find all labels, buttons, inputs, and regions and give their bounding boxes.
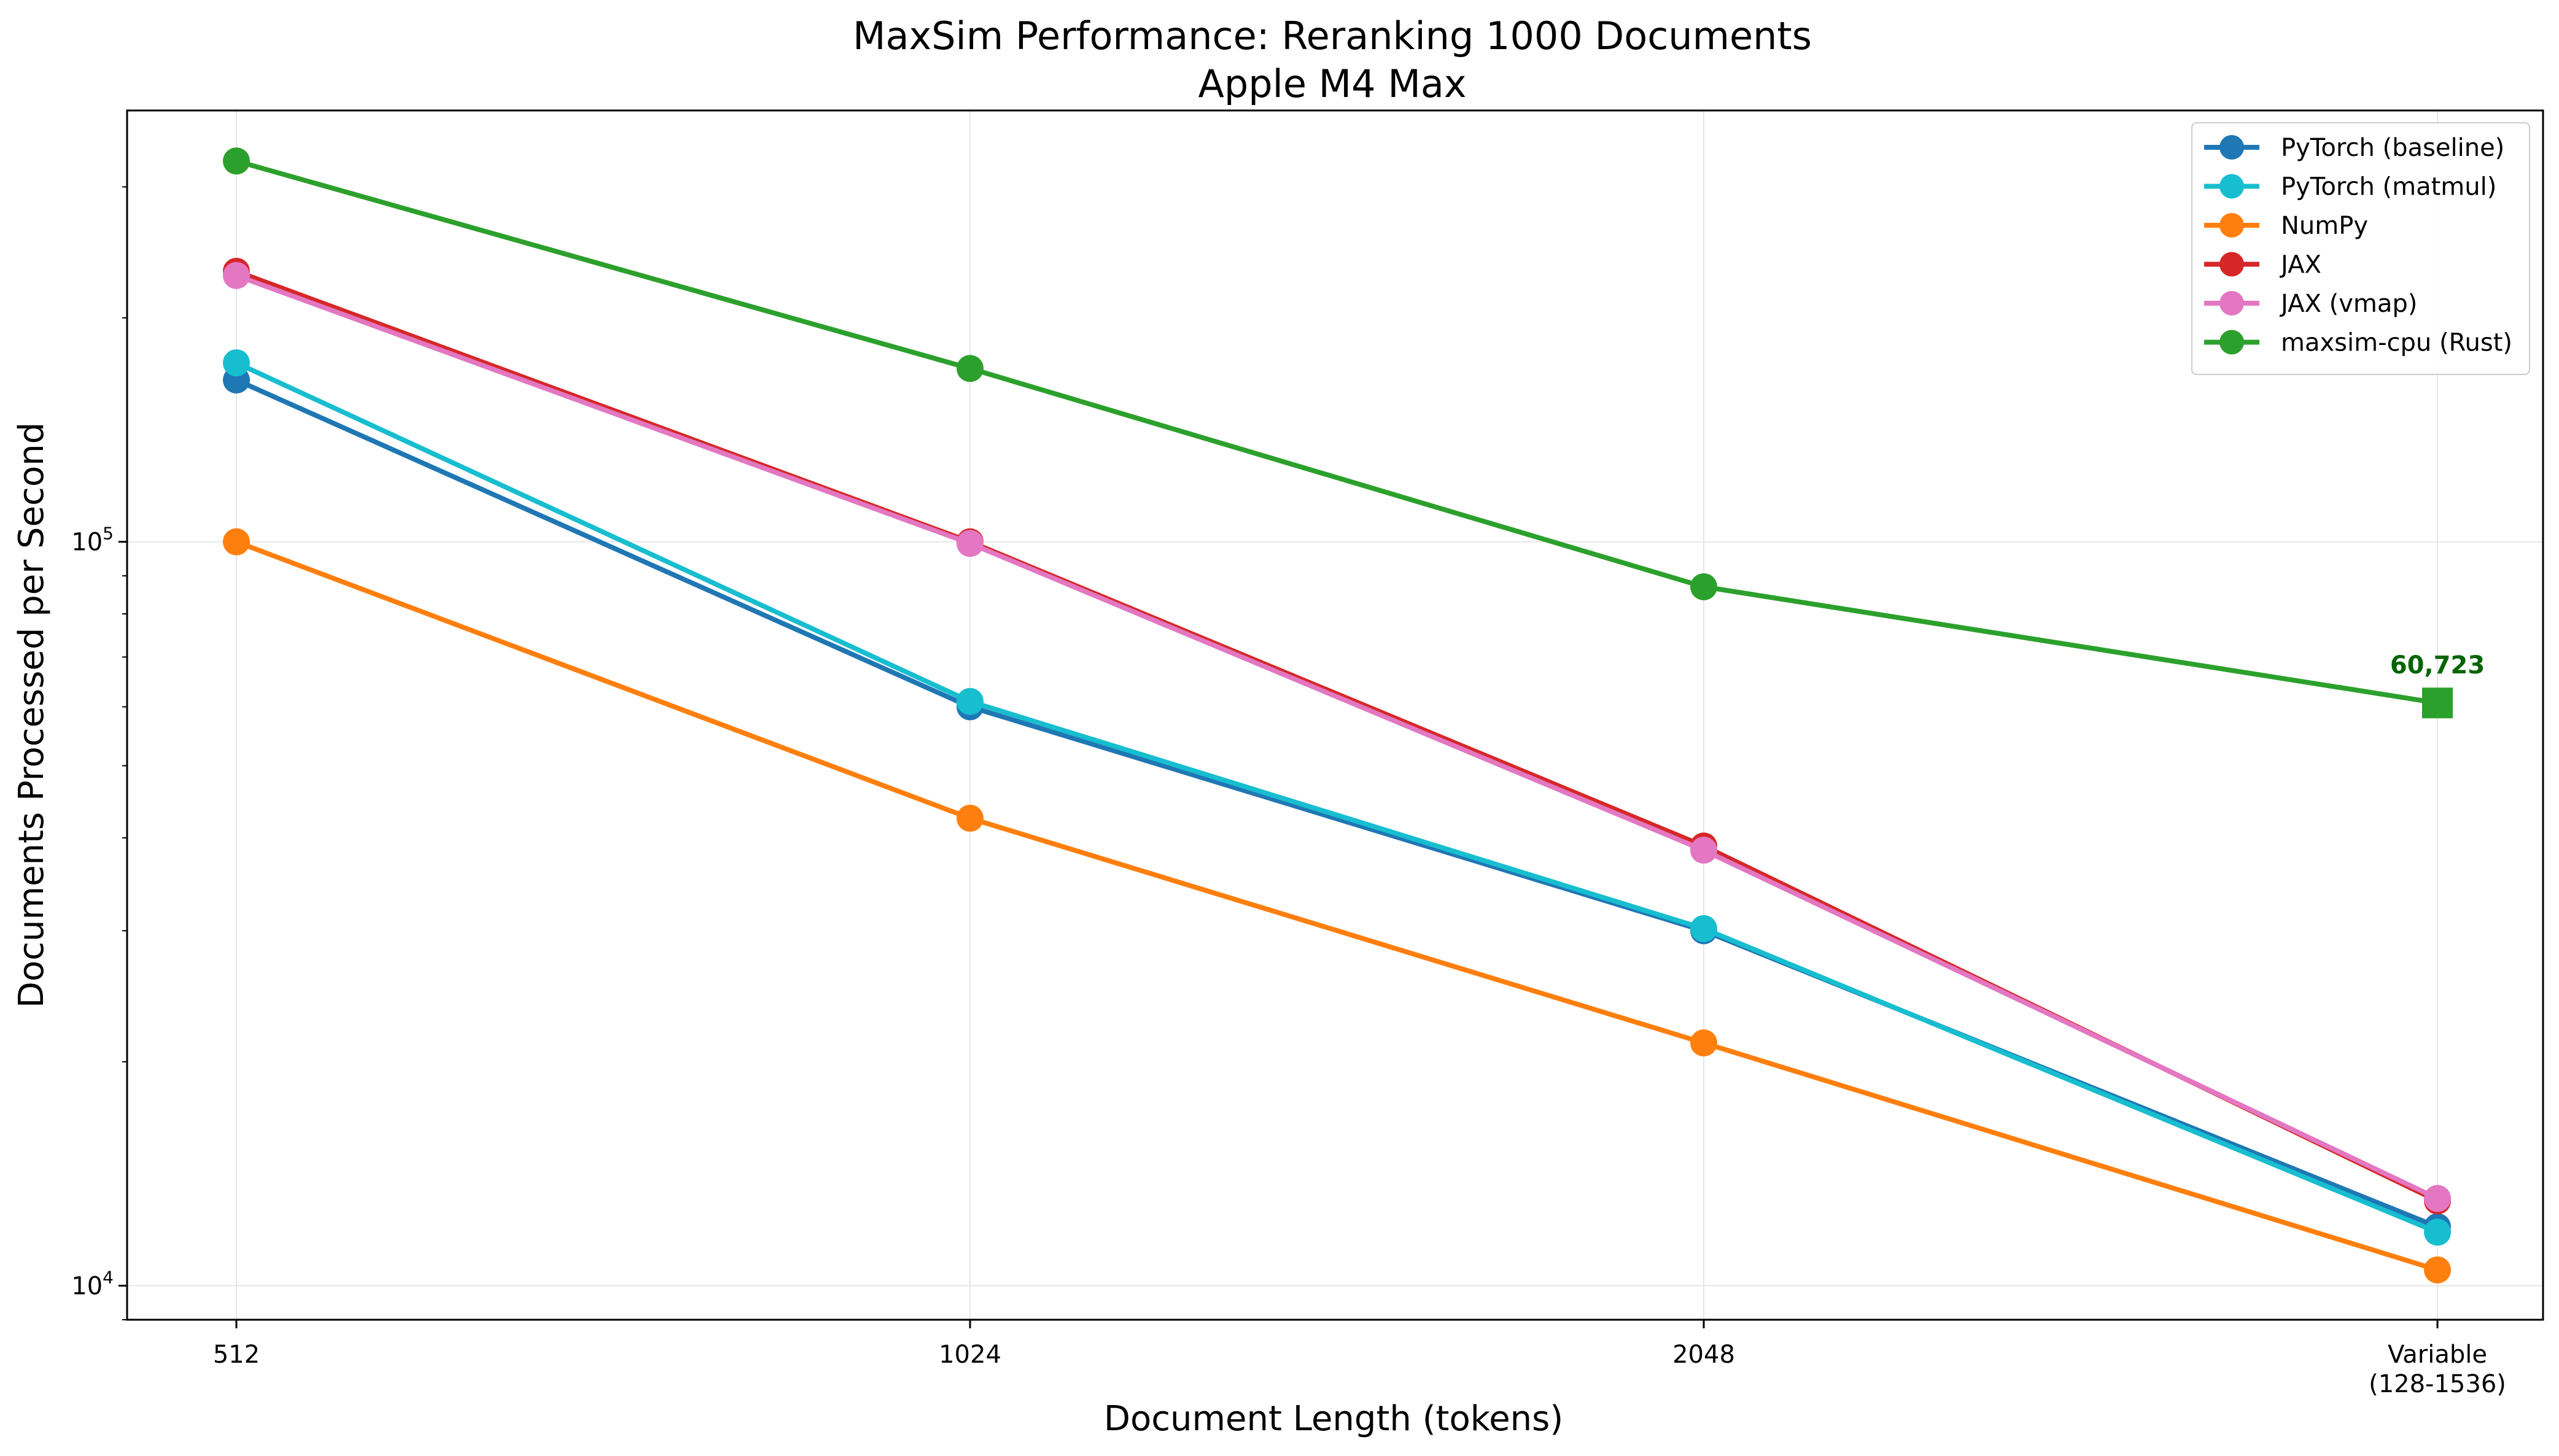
chart-subtitle: Apple M4 Max	[1198, 61, 1466, 106]
data-point-square	[2422, 687, 2453, 719]
legend-marker	[2219, 135, 2244, 160]
series-line	[235, 539, 2439, 1272]
data-point	[1690, 573, 1717, 600]
x-tick-label: 512	[213, 1341, 260, 1369]
y-axis-label: Documents Processed per Second	[12, 422, 52, 1008]
legend-box	[2191, 122, 2530, 375]
legend-label: JAX	[2279, 251, 2321, 279]
legend-label: maxsim-cpu (Rust)	[2281, 329, 2512, 357]
data-point	[2424, 1185, 2451, 1212]
x-tick-label-line: Variable	[2388, 1341, 2487, 1369]
y-tick-label-exponent: 5	[103, 524, 114, 544]
legend-marker	[2219, 330, 2244, 355]
legend-marker	[2219, 291, 2244, 316]
series-line	[235, 158, 2438, 706]
data-point	[1690, 1029, 1717, 1057]
data-point	[957, 687, 984, 715]
legend-marker	[2219, 213, 2244, 238]
data-point	[957, 355, 984, 382]
y-tick-label-base: 10	[71, 529, 103, 557]
plot-series	[223, 147, 2453, 1284]
y-tick-label-exponent: 4	[103, 1268, 114, 1288]
legend: PyTorch (baseline) PyTorch (matmul) NumPy J…	[2191, 122, 2530, 375]
data-point	[223, 147, 250, 175]
data-point	[957, 530, 984, 557]
series-line	[235, 378, 2439, 1229]
data-point	[223, 261, 250, 289]
x-tick-label: 2048	[1672, 1341, 1735, 1369]
data-point	[1690, 837, 1717, 864]
y-tick-label-base: 10	[71, 1272, 103, 1301]
data-point	[2424, 1218, 2451, 1246]
data-point	[957, 804, 984, 832]
x-tick-label-line: 1024	[939, 1341, 1001, 1369]
y-tick-label: 105	[71, 524, 114, 557]
plot-frame	[126, 109, 2544, 1321]
x-tick-label: 1024	[939, 1341, 1001, 1369]
grid	[127, 110, 2543, 1320]
x-axis-label: Document Length (tokens)	[1104, 1399, 1563, 1439]
annotations: 60,723	[2390, 651, 2485, 680]
data-point	[1690, 915, 1717, 942]
series-line	[235, 360, 2439, 1235]
legend-marker	[2219, 252, 2244, 277]
x-tick-label-line: (128-1536)	[2369, 1370, 2506, 1398]
series-line	[235, 273, 2439, 1201]
x-tick-label-line: 512	[213, 1341, 260, 1369]
legend-label: NumPy	[2281, 212, 2368, 240]
y-tick-label: 104	[71, 1268, 114, 1301]
x-tick-label-line: 2048	[1672, 1341, 1735, 1369]
x-tick-label: Variable (128-1536)	[2369, 1341, 2506, 1398]
chart-title: MaxSim Performance: Reranking 1000 Docum…	[853, 14, 1812, 58]
legend-label: PyTorch (baseline)	[2281, 134, 2504, 162]
data-label: 60,723	[2390, 651, 2485, 680]
legend-label: JAX (vmap)	[2279, 290, 2417, 318]
legend-label: PyTorch (matmul)	[2281, 173, 2496, 201]
data-point	[223, 528, 250, 556]
data-point	[2424, 1256, 2451, 1284]
series-line	[235, 269, 2439, 1204]
legend-marker	[2219, 174, 2244, 199]
data-point	[223, 349, 250, 377]
